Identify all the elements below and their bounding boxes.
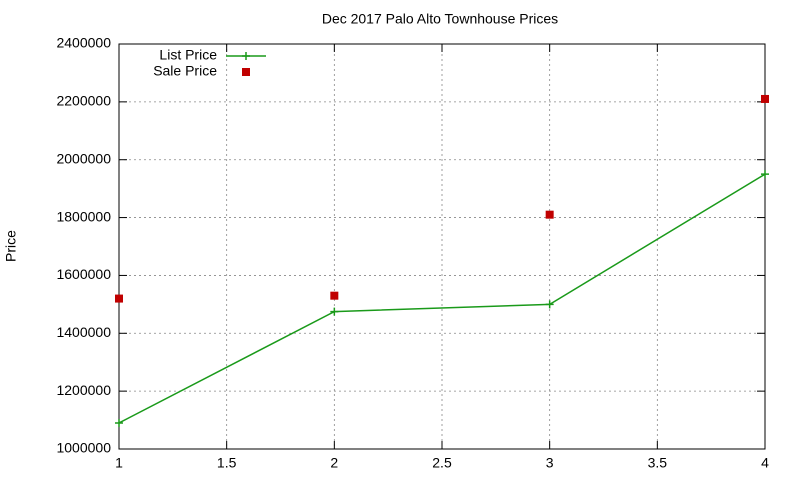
legend-label: List Price	[159, 47, 217, 63]
point-marker	[761, 170, 769, 179]
point-marker	[115, 294, 123, 303]
point-marker	[330, 307, 339, 316]
point-marker	[545, 300, 554, 309]
x-tick-label: 2.5	[432, 455, 452, 471]
y-tick-label: 1200000	[56, 382, 111, 398]
chart-title: Dec 2017 Palo Alto Townhouse Prices	[322, 11, 558, 27]
y-tick-label: 2400000	[56, 35, 111, 51]
x-tick-label: 3	[546, 455, 554, 471]
point-marker	[115, 418, 123, 427]
legend-marker	[242, 68, 250, 76]
x-tick-label: 4	[761, 455, 769, 471]
y-tick-label: 1400000	[56, 324, 111, 340]
x-tick-label: 1	[115, 455, 123, 471]
y-tick-label: 2200000	[56, 93, 111, 109]
legend-label: Sale Price	[153, 63, 217, 79]
y-tick-label: 2000000	[56, 150, 111, 166]
y-tick-label: 1000000	[56, 440, 111, 456]
y-tick-label: 1800000	[56, 208, 111, 224]
x-tick-label: 1.5	[217, 455, 237, 471]
y-axis-label: Price	[3, 230, 19, 262]
point-marker	[545, 210, 554, 219]
point-marker	[761, 94, 769, 103]
plot-border	[118, 43, 766, 450]
legend-marker	[242, 52, 250, 60]
series-line	[118, 173, 766, 424]
point-marker	[330, 291, 339, 300]
y-tick-label: 1600000	[56, 266, 111, 282]
x-tick-label: 2	[330, 455, 338, 471]
x-tick-label: 3.5	[648, 455, 668, 471]
